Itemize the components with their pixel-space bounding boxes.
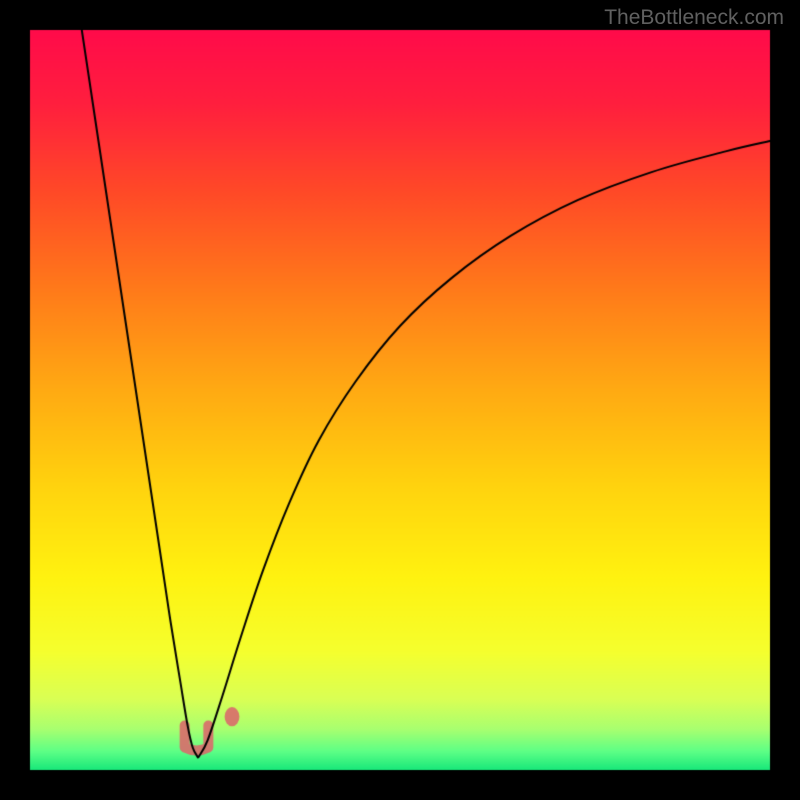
bottleneck-curve-chart <box>0 0 800 800</box>
chart-stage: TheBottleneck.com <box>0 0 800 800</box>
